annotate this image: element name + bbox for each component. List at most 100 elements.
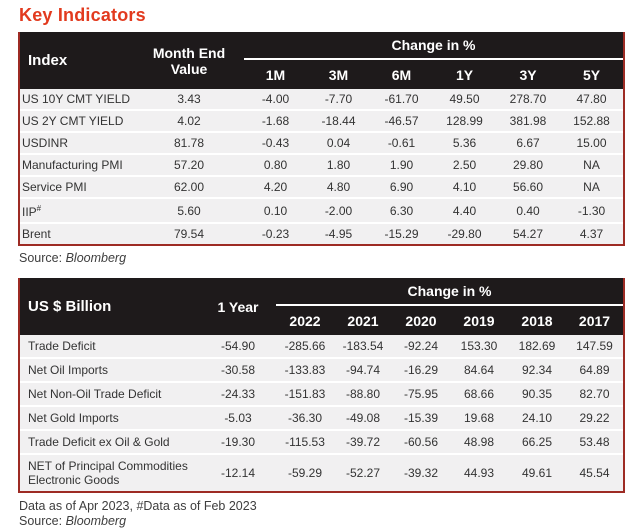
- row-change-value: 5.36: [433, 131, 496, 154]
- table-row: Net Oil Imports -30.58 -133.83 -94.74 -16.29…: [20, 357, 624, 382]
- row-value: -54.90: [200, 335, 276, 358]
- row-value: -24.33: [200, 381, 276, 406]
- row-label: USDINR: [20, 131, 134, 154]
- row-label: US 10Y CMT YIELD: [20, 89, 134, 110]
- row-label: Net Gold Imports: [20, 405, 200, 430]
- row-change-value: -285.66: [276, 335, 334, 358]
- row-change-value: 15.00: [560, 131, 624, 154]
- row-change-value: -18.44: [307, 109, 370, 132]
- row-change-value: -15.39: [392, 405, 450, 430]
- table-row: Net Gold Imports -5.03 -36.30 -49.08 -15.39 1…: [20, 405, 624, 430]
- trade-table: US $ Billion 1 Year Change in % 2022 202…: [20, 278, 624, 491]
- row-value: 81.78: [134, 131, 244, 154]
- row-change-value: 182.69: [508, 335, 566, 358]
- row-value: -12.14: [200, 453, 276, 491]
- row-change-value: 92.34: [508, 357, 566, 382]
- table-row: Trade Deficit -54.90 -285.66 -183.54 -92.24 1…: [20, 335, 624, 358]
- source-label: Source:: [19, 514, 63, 528]
- row-change-value: -115.53: [276, 429, 334, 454]
- row-change-value: -94.74: [334, 357, 392, 382]
- row-change-value: -2.00: [307, 197, 370, 223]
- row-change-value: -92.24: [392, 335, 450, 358]
- row-change-value: 278.70: [496, 89, 560, 110]
- table-row: Service PMI 62.00 4.20 4.80 6.90 4.10 56.60 NA: [20, 175, 624, 198]
- row-change-value: 2.50: [433, 153, 496, 176]
- row-change-value: 48.98: [450, 429, 508, 454]
- row-change-value: 24.10: [508, 405, 566, 430]
- column-header-3m: 3M: [307, 59, 370, 89]
- data-asof-footnote: Data as of Apr 2023, #Data as of Feb 202…: [19, 499, 257, 513]
- row-change-value: 4.20: [244, 175, 307, 198]
- column-group-header-change: Change in %: [244, 32, 624, 60]
- row-label: Service PMI: [20, 175, 134, 198]
- table-row: Brent 79.54 -0.23 -4.95 -15.29 -29.80 54.27 4.3…: [20, 222, 624, 244]
- row-change-value: 128.99: [433, 109, 496, 132]
- row-change-value: -16.29: [392, 357, 450, 382]
- row-change-value: -183.54: [334, 335, 392, 358]
- row-change-value: 1.80: [307, 153, 370, 176]
- column-header-1y: 1Y: [433, 59, 496, 89]
- row-change-value: 54.27: [496, 222, 560, 244]
- table-row: USDINR 81.78 -0.43 0.04 -0.61 5.36 6.67 15.00: [20, 131, 624, 154]
- table-row: NET of Principal Commodities Electronic …: [20, 453, 624, 491]
- row-value: 57.20: [134, 153, 244, 176]
- key-indicators-table-container: Index Month End Value Change in % 1M 3M …: [18, 32, 625, 246]
- row-label: IIP#: [20, 197, 134, 223]
- row-change-value: 49.61: [508, 453, 566, 491]
- row-change-value: -49.08: [334, 405, 392, 430]
- row-change-value: -0.43: [244, 131, 307, 154]
- row-change-value: 49.50: [433, 89, 496, 110]
- column-header-2020: 2020: [392, 305, 450, 335]
- row-change-value: -0.23: [244, 222, 307, 244]
- column-header-6m: 6M: [370, 59, 433, 89]
- row-change-value: 56.60: [496, 175, 560, 198]
- row-value: 4.02: [134, 109, 244, 132]
- row-change-value: 53.48: [566, 429, 624, 454]
- row-change-value: -1.30: [560, 197, 624, 223]
- row-change-value: -59.29: [276, 453, 334, 491]
- column-header-3y: 3Y: [496, 59, 560, 89]
- key-indicators-table: Index Month End Value Change in % 1M 3M …: [20, 32, 624, 244]
- row-change-value: -4.95: [307, 222, 370, 244]
- row-change-value: 47.80: [560, 89, 624, 110]
- source-value: Bloomberg: [65, 514, 127, 528]
- trade-table-header: US $ Billion 1 Year Change in % 2022 202…: [20, 278, 624, 335]
- row-change-value: -0.61: [370, 131, 433, 154]
- row-change-value: 66.25: [508, 429, 566, 454]
- row-change-value: 0.40: [496, 197, 560, 223]
- row-label: Brent: [20, 222, 134, 244]
- row-change-value: -36.30: [276, 405, 334, 430]
- column-header-2022: 2022: [276, 305, 334, 335]
- row-value: -5.03: [200, 405, 276, 430]
- row-change-value: 4.40: [433, 197, 496, 223]
- row-change-value: 153.30: [450, 335, 508, 358]
- source-line-table1: Source: Bloomberg: [19, 251, 625, 265]
- row-change-value: NA: [560, 153, 624, 176]
- row-change-value: 4.80: [307, 175, 370, 198]
- column-header-month-end-value: Month End Value: [134, 32, 244, 89]
- row-change-value: -88.80: [334, 381, 392, 406]
- row-label: Manufacturing PMI: [20, 153, 134, 176]
- row-change-value: 82.70: [566, 381, 624, 406]
- table-row: Net Non-Oil Trade Deficit -24.33 -151.83 -8…: [20, 381, 624, 406]
- row-change-value: 45.54: [566, 453, 624, 491]
- row-label: NET of Principal Commodities Electronic …: [20, 453, 200, 491]
- row-change-value: -133.83: [276, 357, 334, 382]
- row-change-value: 0.10: [244, 197, 307, 223]
- row-change-value: -7.70: [307, 89, 370, 110]
- row-change-value: -15.29: [370, 222, 433, 244]
- row-change-value: 4.37: [560, 222, 624, 244]
- column-header-2019: 2019: [450, 305, 508, 335]
- column-header-2021: 2021: [334, 305, 392, 335]
- column-header-1-year: 1 Year: [200, 278, 276, 335]
- row-change-value: 64.89: [566, 357, 624, 382]
- column-header-us-billion: US $ Billion: [20, 278, 200, 335]
- row-value: 79.54: [134, 222, 244, 244]
- row-value: 62.00: [134, 175, 244, 198]
- row-change-value: 6.90: [370, 175, 433, 198]
- table-row: IIP# 5.60 0.10 -2.00 6.30 4.40 0.40 -1.30: [20, 197, 624, 223]
- row-label: Trade Deficit: [20, 335, 200, 358]
- row-change-value: -61.70: [370, 89, 433, 110]
- row-change-value: -1.68: [244, 109, 307, 132]
